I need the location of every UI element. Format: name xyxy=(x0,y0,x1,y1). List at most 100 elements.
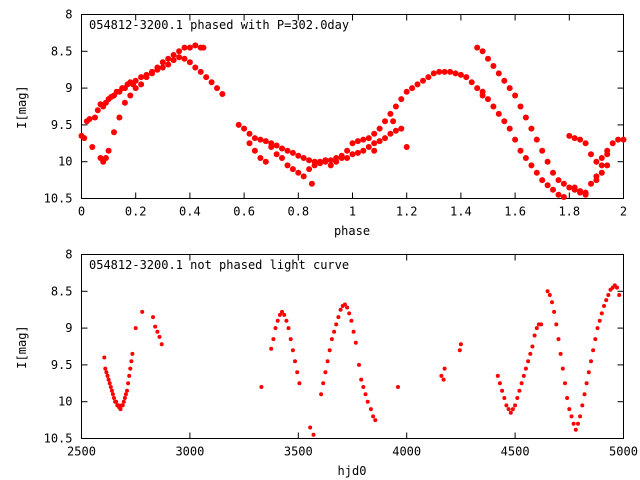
data-point xyxy=(598,162,605,169)
y-tick-label: 10.5 xyxy=(44,192,73,206)
data-point xyxy=(128,366,133,371)
data-point xyxy=(257,155,264,161)
x-tick-label: 0.2 xyxy=(125,205,147,219)
data-point xyxy=(620,136,627,143)
data-point xyxy=(155,329,160,334)
data-point xyxy=(576,421,580,426)
data-point xyxy=(554,322,559,327)
data-point xyxy=(345,305,350,310)
data-point xyxy=(344,147,351,154)
data-point xyxy=(126,381,131,386)
data-point xyxy=(143,74,150,81)
data-point xyxy=(132,77,139,84)
data-point xyxy=(280,309,284,314)
data-point xyxy=(523,366,528,371)
data-point xyxy=(349,140,356,147)
y-tick-label: 8 xyxy=(65,8,72,22)
data-point xyxy=(544,158,551,165)
data-point xyxy=(371,414,376,419)
data-point xyxy=(357,362,361,367)
data-point xyxy=(371,140,378,147)
data-point xyxy=(597,318,602,323)
data-point xyxy=(550,169,556,176)
data-point xyxy=(102,155,109,161)
data-point xyxy=(308,180,315,187)
data-point xyxy=(349,151,356,158)
data-point xyxy=(94,107,101,114)
data-point xyxy=(157,334,162,339)
data-point xyxy=(577,136,584,143)
data-point xyxy=(490,103,497,110)
data-point xyxy=(110,392,115,397)
data-point xyxy=(208,79,215,86)
data-point xyxy=(295,370,300,375)
data-point xyxy=(293,359,297,364)
data-point xyxy=(284,318,289,323)
data-point xyxy=(354,149,361,156)
data-point xyxy=(376,125,383,132)
data-point xyxy=(360,147,367,154)
data-point xyxy=(504,403,509,408)
data-point xyxy=(447,68,454,75)
data-point xyxy=(279,155,285,161)
data-point xyxy=(323,370,328,375)
y-tick-label: 9.5 xyxy=(51,118,73,132)
x-axis-label: hjd0 xyxy=(338,464,367,478)
x-tick-label: 2 xyxy=(620,205,627,219)
data-point xyxy=(474,44,481,51)
data-point xyxy=(123,392,128,397)
data-point xyxy=(441,377,446,382)
data-point xyxy=(490,63,497,69)
data-point xyxy=(300,173,307,180)
data-point xyxy=(463,74,470,81)
data-point xyxy=(306,166,313,173)
data-point xyxy=(354,138,361,145)
data-point xyxy=(365,399,370,404)
data-point xyxy=(273,326,278,331)
data-point xyxy=(566,132,573,139)
data-point xyxy=(479,48,486,55)
data-point xyxy=(560,194,567,200)
data-points xyxy=(78,42,627,200)
data-point xyxy=(273,151,280,158)
data-point xyxy=(457,71,464,78)
data-point xyxy=(534,326,539,331)
data-point xyxy=(138,74,145,81)
data-point xyxy=(109,388,114,393)
data-point xyxy=(593,158,600,165)
data-point xyxy=(159,342,164,347)
data-point xyxy=(517,103,524,110)
data-point xyxy=(615,136,622,143)
data-point xyxy=(122,396,127,400)
tick-group: 0 0.2 0.4 0.6 0.8 1 1.2 1.4 1.6 1.8 2 8 8.5 9 9.5 10 10.… xyxy=(44,8,628,219)
data-point xyxy=(214,85,220,92)
data-point xyxy=(336,315,341,320)
data-point xyxy=(414,81,421,88)
data-point xyxy=(290,348,295,353)
y-tick-label: 9 xyxy=(65,81,72,95)
data-point xyxy=(353,340,358,345)
y-tick-label: 10 xyxy=(58,155,72,169)
data-point xyxy=(578,414,583,419)
data-point xyxy=(506,407,511,412)
data-point xyxy=(485,55,491,62)
data-point xyxy=(495,70,502,77)
data-point xyxy=(368,407,373,412)
data-point xyxy=(533,169,540,176)
data-point xyxy=(125,388,129,393)
data-point xyxy=(259,385,264,389)
data-point xyxy=(86,116,93,122)
data-point xyxy=(311,162,318,169)
x-tick-label: 0.4 xyxy=(179,205,201,219)
tick-group: 2500 3000 3500 4000 4500 5000 8 8.5 9 9.5 10 10.5 xyxy=(44,248,638,459)
data-point xyxy=(545,289,550,294)
plot-frame xyxy=(81,14,624,199)
data-point xyxy=(284,147,291,154)
data-point xyxy=(246,140,253,147)
data-point xyxy=(558,351,563,356)
data-point xyxy=(485,96,491,103)
data-point xyxy=(522,155,529,161)
data-point xyxy=(555,191,562,198)
chart-title: 054812-3200.1 not phased light curve xyxy=(89,258,349,272)
